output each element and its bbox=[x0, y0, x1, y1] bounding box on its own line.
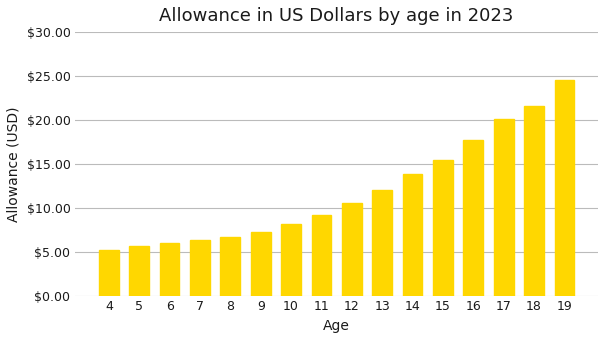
Bar bbox=[190, 240, 210, 296]
Bar bbox=[372, 190, 392, 296]
Bar bbox=[251, 232, 270, 296]
Bar bbox=[342, 203, 362, 296]
Y-axis label: Allowance (USD): Allowance (USD) bbox=[7, 106, 21, 222]
Title: Allowance in US Dollars by age in 2023: Allowance in US Dollars by age in 2023 bbox=[160, 7, 514, 25]
Bar bbox=[312, 215, 332, 296]
Bar bbox=[403, 173, 422, 296]
Bar bbox=[220, 237, 240, 296]
Bar bbox=[494, 119, 514, 296]
Bar bbox=[160, 243, 180, 296]
Bar bbox=[281, 224, 301, 296]
Bar bbox=[555, 80, 574, 296]
X-axis label: Age: Age bbox=[323, 319, 350, 333]
Bar bbox=[524, 106, 544, 296]
Bar bbox=[433, 160, 453, 296]
Bar bbox=[129, 246, 149, 296]
Bar bbox=[463, 140, 483, 296]
Bar bbox=[99, 250, 119, 296]
